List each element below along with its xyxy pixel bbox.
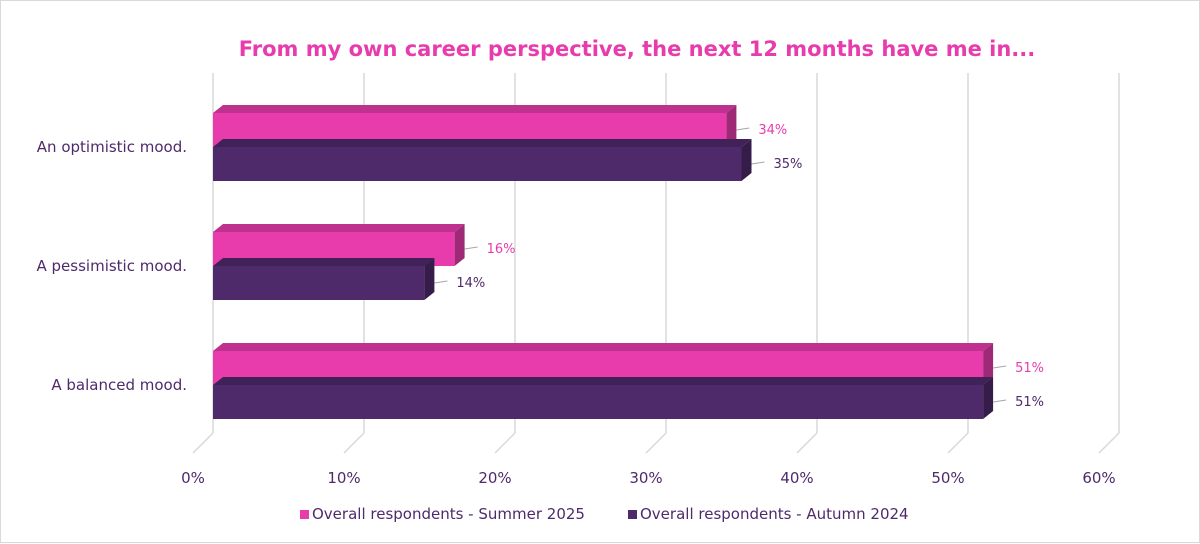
bar-top-face — [213, 258, 435, 266]
bar-top-face — [213, 224, 465, 232]
x-tick-label: 60% — [1082, 469, 1115, 487]
gridline-floor — [192, 432, 214, 454]
data-label: 34% — [758, 123, 787, 138]
category-label: An optimistic mood. — [37, 138, 187, 156]
x-tick-label: 0% — [181, 469, 205, 487]
data-labels: 34% 35% 16% 14% 51% 51% — [434, 123, 1044, 410]
x-tick-label: 30% — [629, 469, 662, 487]
leader-line — [993, 365, 1007, 369]
legend-swatch — [628, 510, 637, 519]
bar-top-face — [213, 139, 752, 147]
bar-side-face — [983, 377, 994, 419]
x-axis-ticks: 0% 10% 20% 30% 40% 50% 60% — [181, 469, 1116, 487]
x-tick-label: 40% — [780, 469, 813, 487]
x-tick-label: 50% — [931, 469, 964, 487]
gridline-floor — [343, 432, 365, 454]
bar-side-face — [741, 139, 752, 181]
data-label: 14% — [456, 276, 485, 291]
bar-side-face — [983, 343, 994, 385]
bar — [213, 258, 435, 300]
data-label: 35% — [774, 157, 803, 172]
leader-line — [736, 127, 750, 131]
gridline-floor — [645, 432, 667, 454]
bar-side-face — [424, 258, 435, 300]
leader-line — [751, 161, 765, 165]
gridline-floor — [494, 432, 516, 454]
leader-line — [434, 280, 448, 284]
category-label: A balanced mood. — [51, 376, 187, 394]
legend-item: Overall respondents - Summer 2025 — [300, 505, 585, 523]
data-label: 51% — [1015, 361, 1044, 376]
legend-swatch — [300, 510, 309, 519]
legend-item: Overall respondents - Autumn 2024 — [628, 505, 909, 523]
chart-title: From my own career perspective, the next… — [239, 37, 1036, 61]
bar-top-face — [213, 105, 737, 113]
legend: Overall respondents - Summer 2025 Overall… — [300, 505, 909, 523]
bar-side-face — [726, 105, 737, 147]
x-tick-label: 20% — [478, 469, 511, 487]
category-labels: An optimistic mood. A pessimistic mood. A … — [37, 138, 188, 394]
bar-front-face — [213, 266, 425, 300]
bar-top-face — [213, 377, 994, 385]
leader-line — [464, 246, 478, 250]
legend-label: Overall respondents - Summer 2025 — [312, 505, 585, 523]
leader-line — [993, 399, 1007, 403]
data-label: 16% — [487, 242, 516, 257]
bar — [213, 377, 994, 419]
gridline-floor — [947, 432, 969, 454]
x-tick-label: 10% — [327, 469, 360, 487]
legend-label: Overall respondents - Autumn 2024 — [640, 505, 909, 523]
gridline-floor — [796, 432, 818, 454]
bars — [213, 105, 994, 419]
data-label: 51% — [1015, 395, 1044, 410]
gridline-floor — [1098, 432, 1120, 454]
bar-front-face — [213, 385, 984, 419]
bar-top-face — [213, 343, 994, 351]
bar-side-face — [454, 224, 465, 266]
bar — [213, 139, 752, 181]
category-label: A pessimistic mood. — [37, 257, 188, 275]
bar-front-face — [213, 147, 742, 181]
